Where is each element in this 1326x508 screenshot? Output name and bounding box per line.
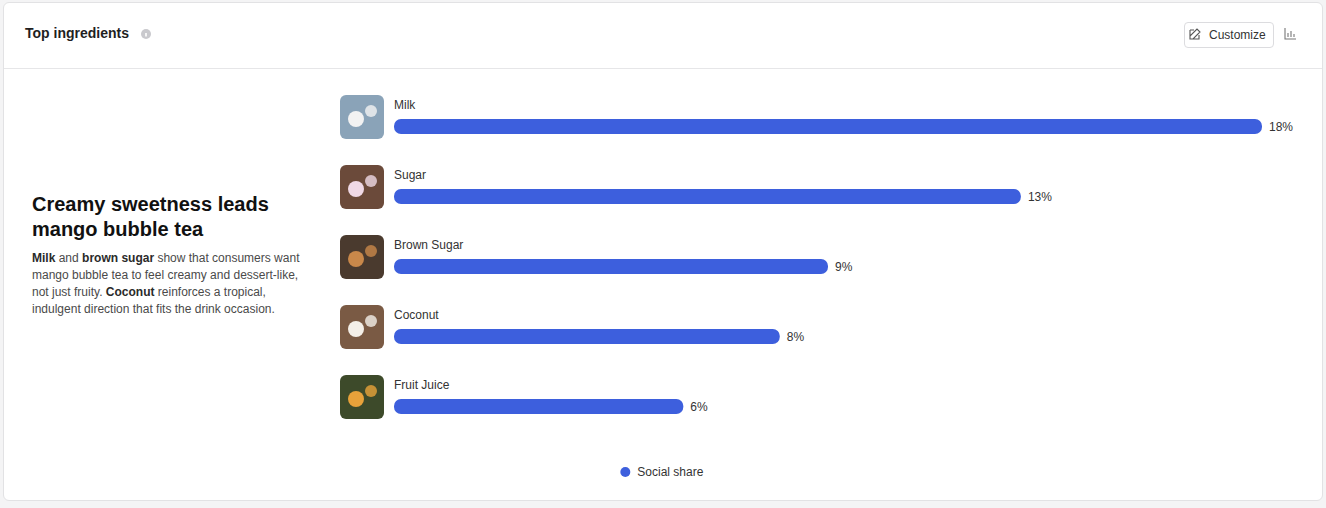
thumbnail-shape [365,175,377,187]
thumbnail-shape [365,315,377,327]
insight-panel: Creamy sweetness leads mango bubble tea M… [32,192,310,318]
chart-svg: Milk Sugar Brown Sugar Coconut Fruit Juice 18… [0,0,1326,508]
bar[interactable] [394,399,683,414]
category-label: Coconut [394,308,439,322]
insight-body: Milk and brown sugar show that consumers… [32,250,310,318]
legend-label: Social share [637,465,703,479]
legend-item[interactable]: Social share [620,465,703,479]
header-icons [141,28,1296,39]
bar[interactable] [394,189,1021,204]
bar[interactable] [394,119,1262,134]
data-label: 18% [1269,120,1293,134]
thumbnail-bg [340,165,384,209]
thumbnail-shape [365,385,377,397]
category-label: Sugar [394,168,426,182]
thumbnail-bg [340,375,384,419]
thumbnail-bg [340,95,384,139]
data-label: 9% [835,260,853,274]
insight-text: and [55,251,82,265]
data-label: 6% [690,400,708,414]
info-icon[interactable] [141,29,151,39]
thumbnail-shape [348,251,364,267]
thumbnail-shape [365,245,377,257]
bars [394,119,1262,414]
thumbnail [340,375,384,419]
data-label: 13% [1028,190,1052,204]
insight-text: Milk [32,251,55,265]
thumbnail [340,235,384,279]
thumbnail-shape [348,111,364,127]
thumbnail-shape [348,391,364,407]
legend-swatch [620,467,630,477]
header-separator [4,68,1322,69]
thumbnail-bg [340,235,384,279]
data-label: 8% [787,330,805,344]
info-icon-stem [145,33,147,37]
category-label: Fruit Juice [394,378,450,392]
chart-type-icon[interactable] [1285,28,1296,39]
category-labels: Milk Sugar Brown Sugar Coconut Fruit Juice [394,98,463,392]
thumbnail [340,305,384,349]
thumbnail-shape [348,181,364,197]
insight-text: Coconut [106,285,155,299]
thumbnail [340,95,384,139]
thumbnail-shape [348,321,364,337]
insight-title: Creamy sweetness leads mango bubble tea [32,192,310,242]
data-labels: 18% 13% 9% 8% 6% [690,120,1293,414]
thumbnail [340,165,384,209]
insight-text: brown sugar [82,251,154,265]
category-label: Milk [394,98,416,112]
legend: Social share [620,465,703,479]
thumbnail-bg [340,305,384,349]
category-label: Brown Sugar [394,238,463,252]
card: Top ingredientsCustomizeCreamy sweetness… [3,2,1323,501]
thumbnails [340,95,384,419]
bar[interactable] [394,259,828,274]
pencil-icon [1190,29,1200,39]
bar[interactable] [394,329,780,344]
header-title: Top ingredients [25,25,129,41]
thumbnail-shape [365,105,377,117]
